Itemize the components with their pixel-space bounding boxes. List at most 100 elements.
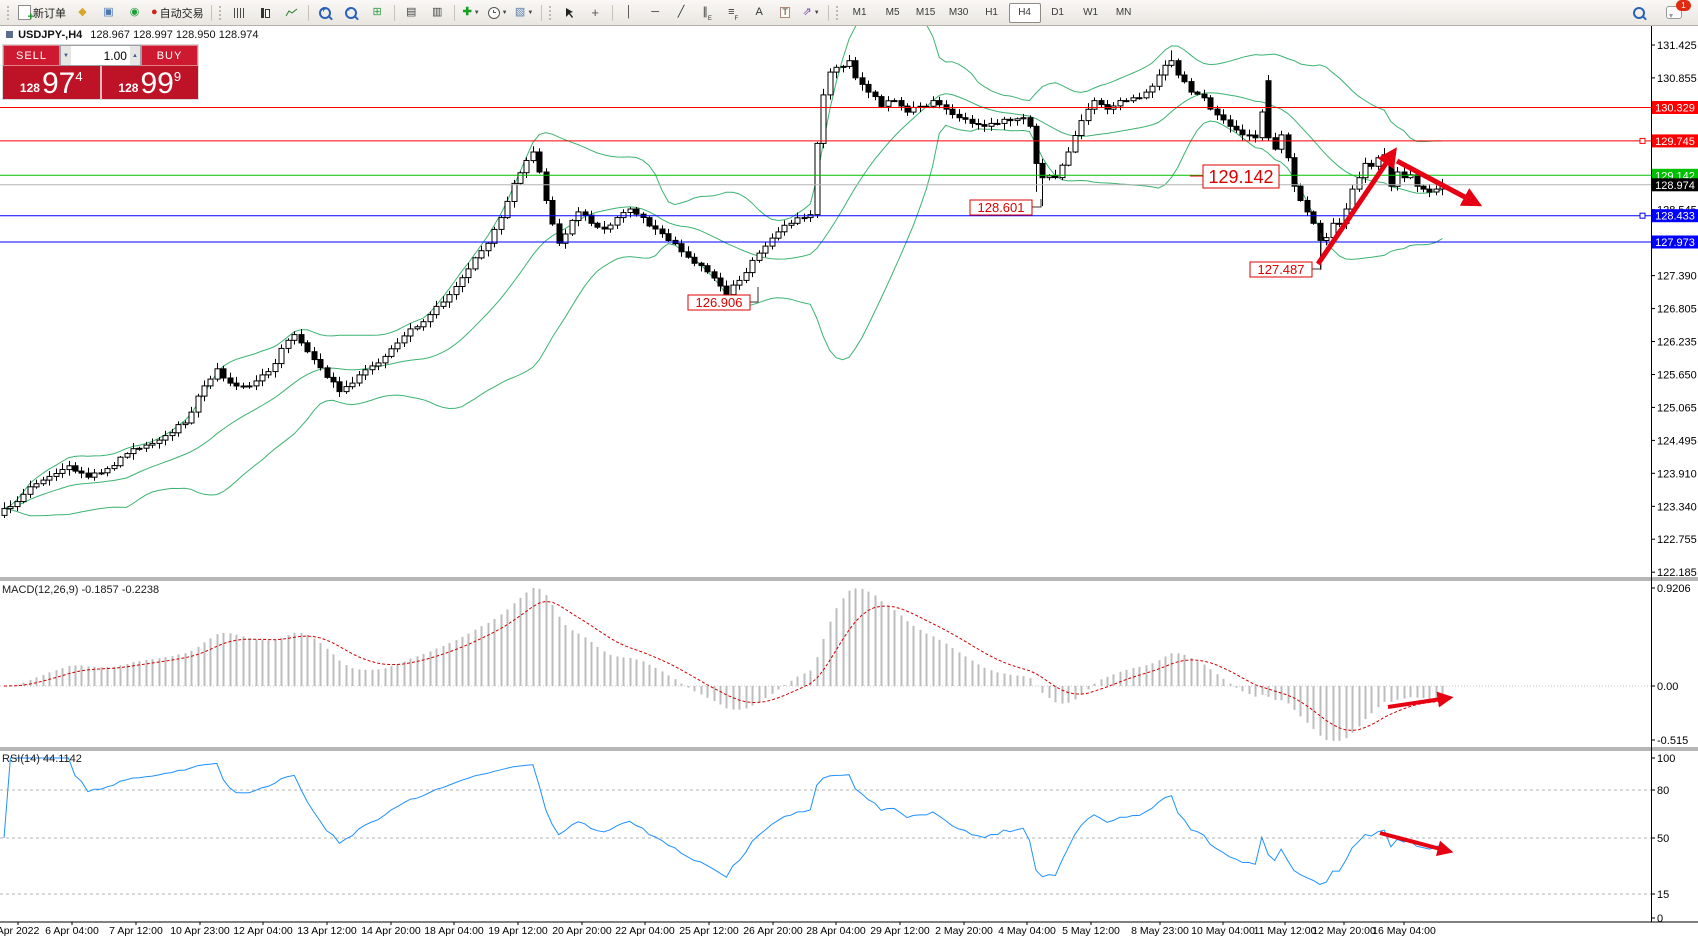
- auto-trading-label: 自动交易: [159, 7, 204, 20]
- indicators-button[interactable]: ✚ ▼: [459, 2, 484, 23]
- sell-price[interactable]: 128 97 4: [3, 66, 100, 99]
- trend-arrows[interactable]: [1315, 147, 1483, 857]
- candlestick-icon: [260, 7, 270, 18]
- lot-decrease-button[interactable]: ▼: [61, 46, 72, 65]
- separator: [307, 4, 309, 21]
- dropdown-caret-icon: ▼: [501, 9, 508, 16]
- tf-H4[interactable]: H4: [1008, 2, 1041, 23]
- sell-price-prefix: 128: [19, 81, 40, 95]
- price-divider: [99, 66, 102, 99]
- horizontal-line-tool-button[interactable]: ─: [643, 2, 668, 23]
- svg-text:11 May 12:00: 11 May 12:00: [1254, 925, 1317, 937]
- svg-text:128.601: 128.601: [978, 200, 1025, 215]
- support-resistance-levels[interactable]: 130.329 129.745 129.142 128.433 127.973 128.9…: [0, 101, 1698, 249]
- auto-scroll-button[interactable]: ▥: [425, 2, 450, 23]
- mailbox-button[interactable]: ▣: [96, 2, 121, 23]
- notifications-button[interactable]: 1: [1661, 0, 1691, 23]
- bar-chart-mode-button[interactable]: [227, 2, 252, 23]
- svg-text:128.433: 128.433: [1655, 211, 1695, 223]
- svg-text:22 Apr 04:00: 22 Apr 04:00: [615, 925, 675, 937]
- main-toolbar: 新订单 ◆ ▣ ◉ ● 自动交易 + -: [0, 0, 1698, 26]
- tf-M5[interactable]: M5: [885, 7, 900, 18]
- macd-arrow: [1387, 691, 1454, 709]
- text-label-tool-button[interactable]: T: [773, 2, 798, 23]
- templates-button[interactable]: ▧ ▼: [512, 2, 537, 23]
- macd-label: MACD(12,26,9) -0.1857 -0.2238: [2, 584, 160, 596]
- separator: [611, 4, 613, 21]
- tf-D1[interactable]: D1: [1051, 7, 1064, 18]
- tile-windows-button[interactable]: ⊞: [365, 2, 390, 23]
- fibonacci-tool-button[interactable]: ≡ F: [728, 6, 739, 23]
- buy-price[interactable]: 128 99 9: [102, 66, 199, 99]
- tf-M15[interactable]: M15: [915, 7, 936, 18]
- svg-text:25 Apr 12:00: 25 Apr 12:00: [679, 925, 739, 937]
- svg-text:125.065: 125.065: [1657, 402, 1697, 414]
- svg-text:127.973: 127.973: [1655, 237, 1695, 249]
- buy-button[interactable]: BUY: [141, 45, 198, 66]
- svg-text:123.910: 123.910: [1657, 468, 1697, 480]
- candlestick-mode-button[interactable]: [253, 2, 278, 23]
- tf-W1[interactable]: W1: [1083, 7, 1099, 18]
- text-icon: A: [755, 6, 763, 18]
- svg-text:13 Apr 12:00: 13 Apr 12:00: [297, 925, 357, 937]
- trendline-tool-button[interactable]: ╱: [669, 2, 694, 23]
- vertical-line-tool-button[interactable]: │: [617, 2, 642, 23]
- rsi-line: [3, 757, 1443, 885]
- chart-mini-icon: [6, 31, 13, 38]
- channel-tool-button[interactable]: ∥ E: [702, 6, 712, 23]
- symbol-title: USDJPY-,H4: [18, 29, 83, 41]
- tf-M30[interactable]: M30: [948, 7, 969, 18]
- svg-text:19 Apr 12:00: 19 Apr 12:00: [488, 925, 548, 937]
- sell-button[interactable]: SELL: [3, 45, 60, 66]
- svg-text:15: 15: [1657, 889, 1669, 901]
- svg-text:10 Apr 23:00: 10 Apr 23:00: [170, 925, 230, 937]
- zoom-in-button[interactable]: +: [313, 2, 338, 23]
- lot-size-input[interactable]: [71, 46, 130, 65]
- lot-increase-button[interactable]: ▲: [129, 46, 140, 65]
- svg-text:124.495: 124.495: [1657, 435, 1697, 447]
- tf-H1[interactable]: H1: [985, 7, 998, 18]
- text-tool-button[interactable]: A: [747, 2, 772, 23]
- horizontal-line-icon: ─: [651, 6, 659, 18]
- cursor-tool-button[interactable]: [557, 2, 582, 23]
- separator: [453, 4, 455, 21]
- svg-text:10 May 04:00: 10 May 04:00: [1191, 925, 1255, 937]
- signals-button[interactable]: ◉: [122, 2, 147, 23]
- search-icon: [1632, 6, 1645, 19]
- crosshair-tool-button[interactable]: +: [583, 2, 608, 23]
- bollinger-bands: [3, 26, 1443, 517]
- tf-MN[interactable]: MN: [1115, 7, 1132, 18]
- trendline-icon: ╱: [677, 6, 685, 18]
- chart-shift-button[interactable]: ▤: [399, 2, 424, 23]
- new-order-button[interactable]: 新订单: [15, 2, 69, 23]
- separator: [393, 4, 395, 21]
- buy-price-pip: 9: [173, 69, 182, 84]
- zoom-out-button[interactable]: -: [339, 2, 364, 23]
- rsi-pane: 100 80 50 15 0: [0, 753, 1675, 925]
- annotations-layer[interactable]: 129.142 128.601 126.906 127.487: [687, 164, 1322, 311]
- deposit-button[interactable]: ◆: [70, 2, 95, 23]
- cursor-icon: [565, 7, 573, 18]
- arrows-icon: ⇗: [802, 6, 812, 18]
- line-chart-mode-button[interactable]: [279, 2, 304, 23]
- vertical-line-icon: │: [625, 6, 633, 18]
- svg-text:6 Apr 04:00: 6 Apr 04:00: [45, 925, 99, 937]
- dropdown-caret-icon: ▼: [813, 9, 820, 16]
- svg-text:12 May 20:00: 12 May 20:00: [1312, 925, 1376, 937]
- auto-trading-icon: ●: [151, 6, 158, 18]
- svg-text:14 Apr 20:00: 14 Apr 20:00: [361, 925, 421, 937]
- svg-text:125.650: 125.650: [1657, 370, 1697, 382]
- svg-text:8 May 23:00: 8 May 23:00: [1131, 925, 1189, 937]
- tf-M1[interactable]: M1: [852, 7, 867, 18]
- macd-signal-line: [3, 600, 1443, 732]
- separator: [827, 4, 829, 21]
- search-button[interactable]: [1626, 2, 1651, 23]
- auto-trading-button[interactable]: ● 自动交易: [148, 2, 207, 23]
- svg-text:126.235: 126.235: [1657, 337, 1697, 349]
- arrows-tool-button[interactable]: ⇗ ▼: [799, 2, 824, 23]
- add-indicator-icon: ✚: [462, 6, 472, 18]
- periods-button[interactable]: ▼: [485, 2, 511, 23]
- notification-badge: 1: [1676, 0, 1691, 11]
